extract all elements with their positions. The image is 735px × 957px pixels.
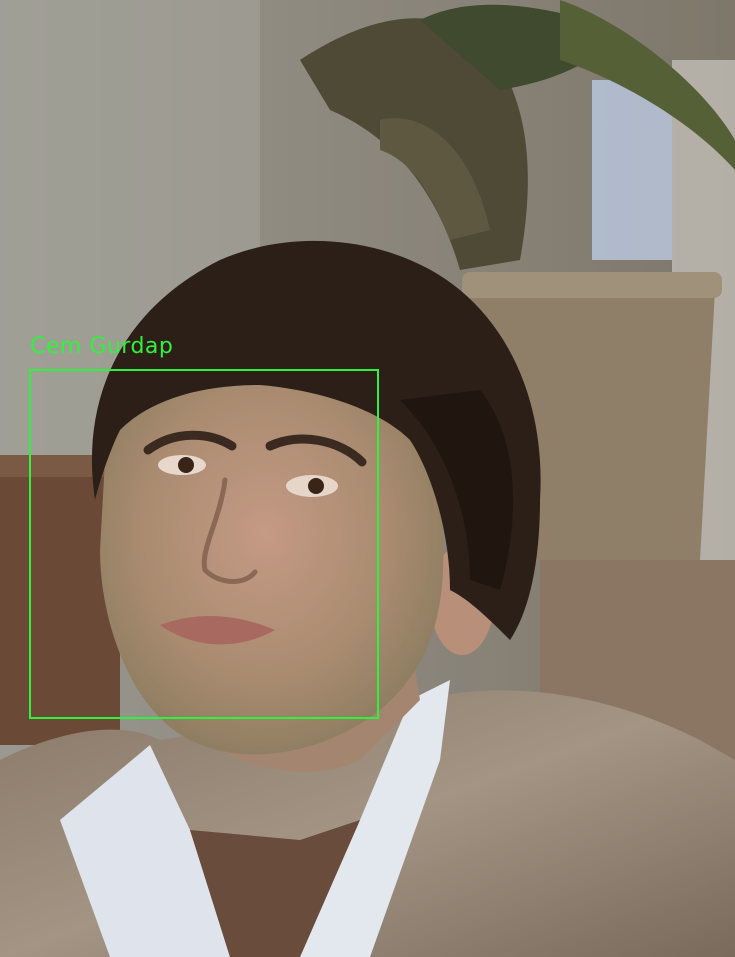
- face-detection-label: Cem Gurdap: [30, 334, 174, 359]
- face-detection-box: [29, 369, 379, 719]
